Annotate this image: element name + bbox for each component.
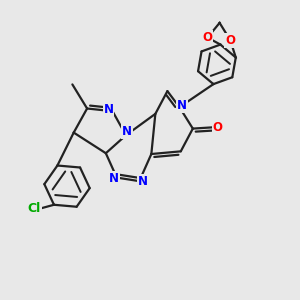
Text: N: N <box>138 175 148 188</box>
Text: O: O <box>212 121 223 134</box>
Text: N: N <box>122 125 132 138</box>
Text: O: O <box>202 31 213 44</box>
Text: O: O <box>225 34 235 47</box>
Text: N: N <box>103 103 113 116</box>
Text: N: N <box>177 99 187 112</box>
Text: N: N <box>109 172 119 184</box>
Text: Cl: Cl <box>28 202 41 215</box>
